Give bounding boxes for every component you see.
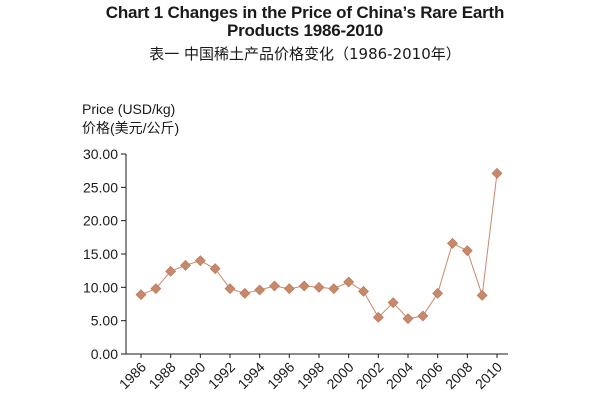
- x-tick-label: 1998: [294, 359, 327, 392]
- data-point-diamond: [387, 297, 399, 309]
- data-point-diamond: [283, 283, 295, 295]
- data-point-diamond: [491, 167, 503, 179]
- y-tick-label: 5.00: [91, 313, 118, 329]
- x-tick-label: 2000: [323, 359, 356, 392]
- y-axis-label: Price (USD/kg) 价格(美元/公斤): [82, 100, 179, 138]
- data-point-diamond: [372, 311, 384, 323]
- y-tick-label: 10.00: [83, 279, 118, 295]
- data-point-diamond: [180, 259, 191, 271]
- price-series: [135, 167, 503, 325]
- data-point-diamond: [194, 255, 206, 267]
- y-tick-label: 15.00: [83, 246, 118, 262]
- data-point-diamond: [417, 310, 429, 322]
- x-tick-label: 1992: [205, 359, 238, 392]
- data-point-diamond: [328, 283, 340, 295]
- data-point-diamond: [358, 285, 369, 297]
- x-tick-label: 2010: [472, 359, 505, 392]
- y-tick-label: 0.00: [91, 346, 118, 362]
- x-tick-label: 1994: [234, 359, 267, 392]
- data-point-diamond: [150, 283, 162, 295]
- x-tick-label: 2002: [353, 359, 386, 392]
- y-tick-label: 20.00: [83, 213, 118, 229]
- data-point-diamond: [343, 276, 355, 288]
- data-point-diamond: [432, 287, 444, 299]
- data-point-diamond: [209, 263, 221, 275]
- x-ticks: 1986198819901992199419961998200020022004…: [116, 354, 505, 392]
- x-tick-label: 1990: [175, 359, 208, 392]
- chart-title-chinese: 表一 中国稀土产品价格变化（1986-2010年）: [149, 45, 461, 63]
- y-ticks: 0.00 5.00 10.00 15.00 20.00 25.00 30.00: [83, 146, 126, 362]
- x-tick-label: 2006: [412, 359, 445, 392]
- data-point-diamond: [239, 287, 251, 299]
- x-tick-label: 2004: [383, 359, 416, 392]
- data-point-diamond: [224, 283, 236, 295]
- data-point-diamond: [269, 280, 280, 292]
- data-point-diamond: [461, 245, 473, 257]
- y-tick-label: 30.00: [83, 146, 118, 162]
- y-axis-label-english: Price (USD/kg): [82, 101, 176, 117]
- y-tick-label: 25.00: [83, 179, 118, 195]
- data-point-diamond: [165, 265, 177, 277]
- x-tick-label: 1986: [116, 359, 149, 392]
- data-point-diamond: [447, 237, 458, 249]
- x-tick-label: 1996: [264, 359, 297, 392]
- data-point-diamond: [135, 289, 147, 301]
- chart-title: Chart 1 Changes in the Price of China’s …: [105, 3, 505, 40]
- data-point-diamond: [402, 313, 414, 325]
- x-tick-label: 2008: [442, 359, 475, 392]
- axes: [125, 154, 508, 355]
- data-point-diamond: [298, 280, 310, 292]
- data-point-diamond: [313, 281, 325, 293]
- x-tick-label: 1988: [145, 359, 178, 392]
- chart-title-block: Chart 1 Changes in the Price of China’s …: [0, 4, 610, 64]
- data-point-diamond: [476, 289, 488, 301]
- series-line: [140, 173, 498, 320]
- y-axis-label-chinese: 价格(美元/公斤): [82, 120, 180, 136]
- data-point-diamond: [254, 284, 266, 296]
